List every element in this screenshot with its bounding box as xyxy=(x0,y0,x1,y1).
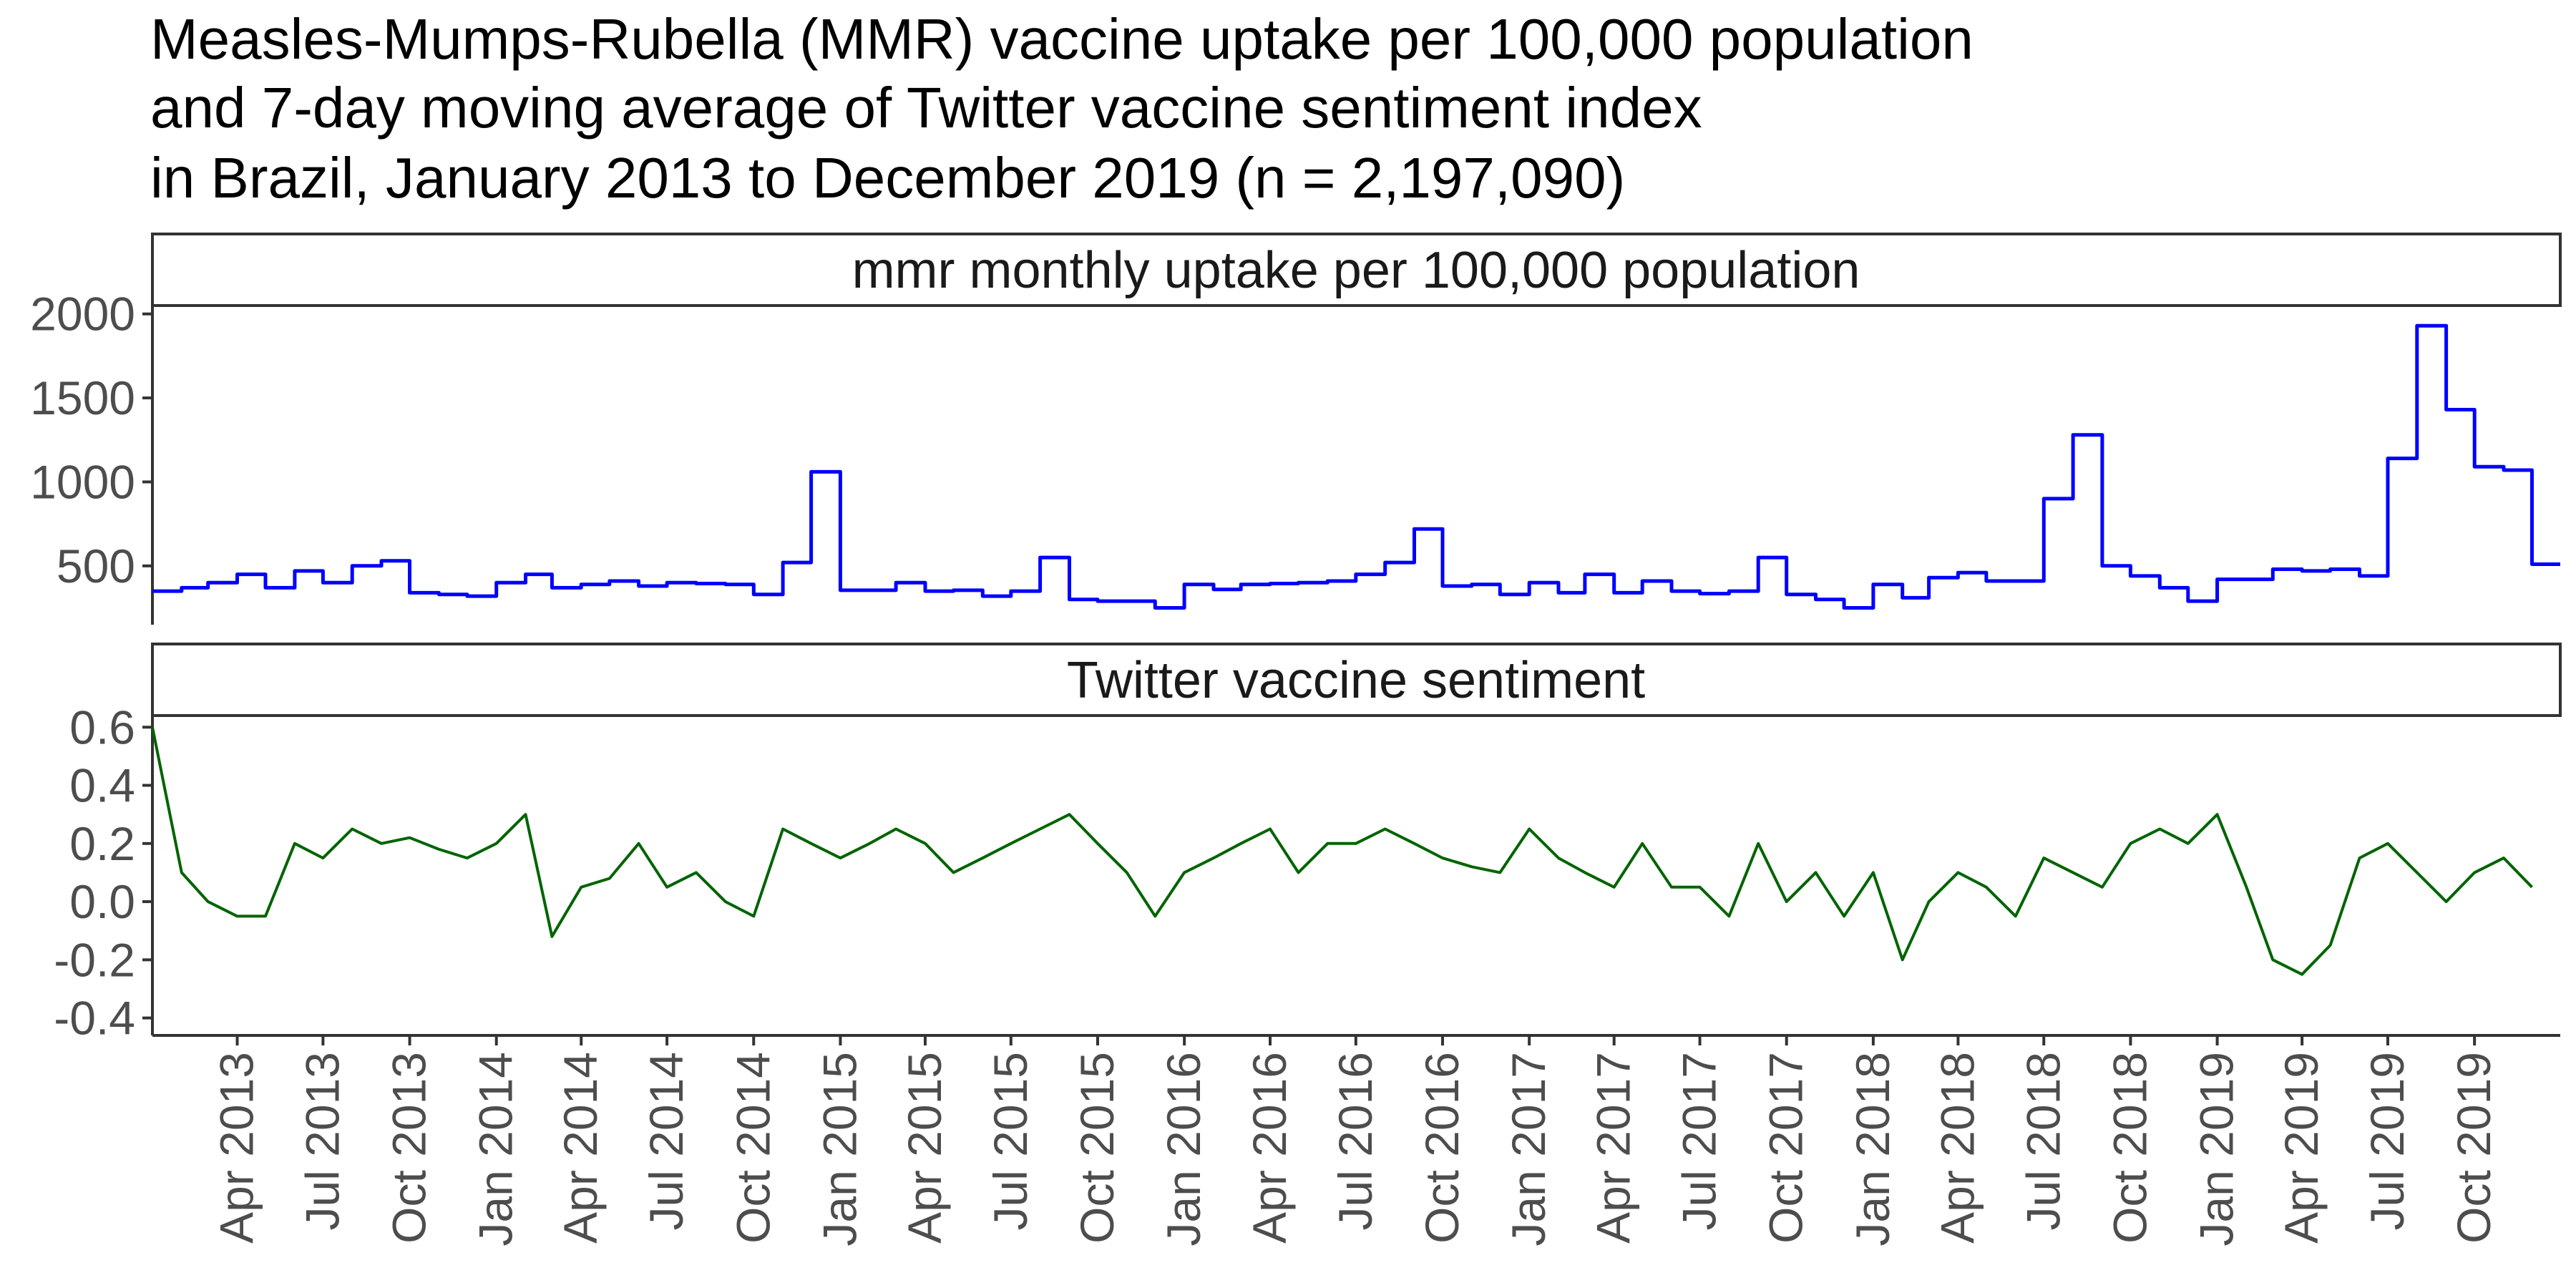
x-tick-label: Apr 2019 xyxy=(2275,1052,2328,1244)
title-line-1: Measles-Mumps-Rubella (MMR) vaccine upta… xyxy=(150,7,1974,71)
y-ticks-mmr-uptake: 500 1000 1500 2000 xyxy=(30,288,152,592)
chart-title: Measles-Mumps-Rubella (MMR) vaccine upta… xyxy=(150,7,1974,210)
strip-label-twitter-sentiment: Twitter vaccine sentiment xyxy=(1067,652,1645,709)
y-tick-label: -0.4 xyxy=(54,992,135,1045)
x-axis-ticks: Apr 2013 Jul 2013 Oct 2013 Jan 2014 Apr 2014… xyxy=(210,1035,2500,1246)
x-tick-label: Oct 2018 xyxy=(2103,1052,2156,1244)
y-tick-label: 0.0 xyxy=(69,875,135,928)
panel-mmr-uptake: mmr monthly uptake per 100,000 populatio… xyxy=(30,233,2562,625)
x-tick-label: Jul 2016 xyxy=(1329,1052,1382,1231)
series-line xyxy=(152,323,2560,610)
y-tick-label: -0.2 xyxy=(54,933,135,986)
title-line-2: and 7-day moving average of Twitter vacc… xyxy=(150,76,1702,140)
y-tick-label: 1500 xyxy=(30,371,135,424)
series-line xyxy=(151,726,2533,976)
x-tick-label: Jan 2017 xyxy=(1502,1052,1555,1246)
strip-mmr-uptake xyxy=(151,233,2562,307)
x-tick-label: Jan 2014 xyxy=(469,1052,522,1246)
x-tick-label: Jul 2018 xyxy=(2016,1052,2069,1231)
x-tick-label: Oct 2016 xyxy=(1415,1052,1468,1244)
series-mmr-uptake xyxy=(152,323,2560,610)
y-tick-label: 2000 xyxy=(30,288,135,341)
y-tick-label: 0.2 xyxy=(69,817,135,870)
x-tick-label: Jan 2016 xyxy=(1157,1052,1210,1246)
x-tick-label: Jul 2015 xyxy=(984,1052,1037,1231)
title-line-3: in Brazil, January 2013 to December 2019… xyxy=(150,146,1625,210)
strip-twitter-sentiment xyxy=(151,643,2562,717)
x-tick-label: Apr 2015 xyxy=(898,1052,951,1244)
x-tick-label: Jul 2017 xyxy=(1673,1052,1726,1231)
x-tick-label: Oct 2014 xyxy=(726,1052,779,1244)
panel-twitter-sentiment: Twitter vaccine sentiment -0.4 -0.20.00.2… xyxy=(54,643,2562,1045)
strip-label-mmr-uptake: mmr monthly uptake per 100,000 populatio… xyxy=(852,242,1860,299)
x-tick-label: Jul 2014 xyxy=(640,1052,693,1231)
x-tick-label: Jan 2019 xyxy=(2190,1052,2243,1246)
y-tick-label: 1000 xyxy=(30,455,135,508)
series-twitter-sentiment xyxy=(151,726,2533,976)
x-tick-label: Jan 2018 xyxy=(1846,1052,1899,1246)
x-tick-label: Jul 2019 xyxy=(2361,1052,2414,1231)
x-tick-label: Oct 2013 xyxy=(383,1052,436,1244)
x-tick-label: Apr 2014 xyxy=(554,1052,607,1244)
x-tick-label: Jan 2015 xyxy=(813,1052,866,1246)
y-tick-label: 0.4 xyxy=(69,759,135,812)
x-tick-label: Oct 2015 xyxy=(1070,1052,1123,1244)
x-tick-label: Apr 2013 xyxy=(210,1052,263,1244)
x-tick-label: Apr 2017 xyxy=(1587,1052,1640,1244)
y-tick-label: 0.6 xyxy=(69,701,135,753)
x-tick-label: Oct 2017 xyxy=(1760,1052,1813,1244)
x-tick-label: Apr 2016 xyxy=(1243,1052,1296,1244)
y-ticks-twitter-sentiment: -0.4 -0.20.00.20.4 0.6 xyxy=(54,701,152,1045)
x-tick-label: Jul 2013 xyxy=(296,1052,348,1231)
x-tick-label: Oct 2019 xyxy=(2447,1052,2500,1244)
x-tick-label: Apr 2018 xyxy=(1931,1052,1984,1244)
y-tick-label: 500 xyxy=(57,540,135,592)
